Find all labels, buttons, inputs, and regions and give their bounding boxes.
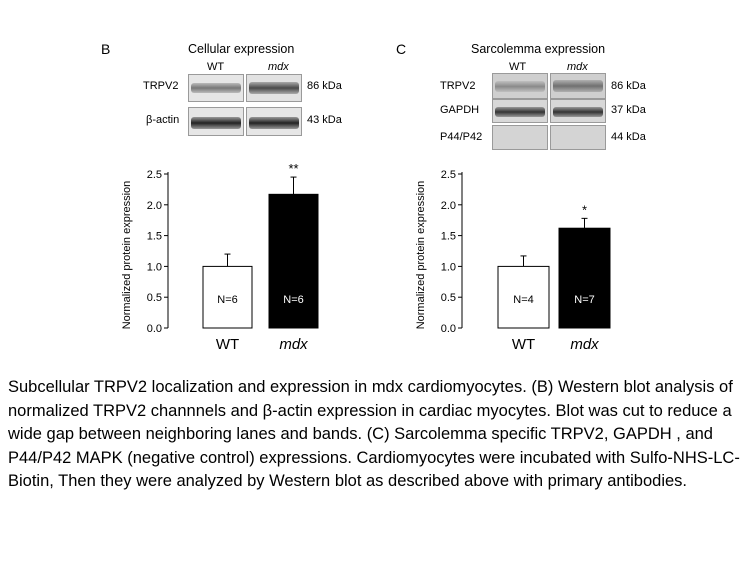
panel-c-category-label: WT bbox=[512, 336, 535, 353]
figure-caption: Subcellular TRPV2 localization and expre… bbox=[8, 378, 740, 490]
blot-kda-p44p42-c: 44 kDa bbox=[611, 131, 646, 143]
panel-c-category-label: mdx bbox=[570, 336, 599, 353]
blot-band bbox=[249, 82, 299, 94]
panel-b-bar-mdx bbox=[268, 193, 319, 329]
blot-lane-mdx bbox=[550, 125, 606, 150]
panel-b-bar-wt bbox=[202, 265, 253, 329]
panel-c-bar-mdx bbox=[558, 227, 611, 329]
blot-band bbox=[553, 80, 603, 92]
blot-lane-wt bbox=[188, 107, 244, 136]
panel-b-letter: B bbox=[101, 41, 111, 57]
panel-c-bar-n-label: N=4 bbox=[513, 294, 534, 306]
panel-b-significance-marker: ** bbox=[288, 161, 298, 176]
panel-b-y-tick-label: 2.5 bbox=[147, 169, 162, 181]
panel-c-title: Sarcolemma expression bbox=[471, 42, 606, 56]
panel-c-y-axis-label: Normalized protein expression bbox=[415, 181, 427, 330]
western-blot-gapdh-c bbox=[492, 99, 606, 123]
panel-b-bar-n-label: N=6 bbox=[283, 294, 304, 306]
western-blot-p44p42-c bbox=[492, 125, 606, 150]
panel-c-bar-wt bbox=[497, 265, 550, 329]
panel-c-y-tick-label: 2.5 bbox=[441, 169, 456, 181]
panel-c-y-tick-label: 2.0 bbox=[441, 200, 456, 212]
blot-kda-trpv2-c: 86 kDa bbox=[611, 80, 646, 92]
western-blot-trpv2-c bbox=[492, 73, 606, 99]
blot-kda-bactin-b: 43 kDa bbox=[307, 114, 342, 126]
blot-label-p44p42-c: P44/P42 bbox=[440, 131, 483, 143]
panel-b-y-tick-label: 2.0 bbox=[147, 200, 162, 212]
western-blot-trpv2-b bbox=[188, 74, 302, 102]
panel-b-title: Cellular expression bbox=[188, 42, 295, 56]
blot-lane-wt bbox=[188, 74, 244, 102]
blot-lane-mdx bbox=[246, 74, 302, 102]
blot-band bbox=[249, 117, 299, 129]
panel-c-bar-n-label: N=7 bbox=[574, 294, 595, 306]
blot-band bbox=[495, 81, 545, 92]
panel-b-y-tick-label: 0.5 bbox=[147, 292, 162, 304]
blot-lane-mdx bbox=[550, 99, 606, 123]
panel-c-letter: C bbox=[396, 41, 407, 57]
panel-c-y-tick-label: 1.5 bbox=[441, 231, 456, 243]
panel-c-y-tick-label: 0.5 bbox=[441, 292, 456, 304]
panel-b-y-tick-label: 0.0 bbox=[147, 323, 162, 335]
blot-lane-mdx bbox=[550, 73, 606, 99]
blot-kda-gapdh-c: 37 kDa bbox=[611, 104, 646, 116]
blot-label-trpv2-b: TRPV2 bbox=[143, 80, 179, 92]
panel-b-bar-n-label: N=6 bbox=[217, 294, 238, 306]
panel-b-lane-mdx: mdx bbox=[268, 61, 289, 73]
blot-label-bactin-b: β-actin bbox=[146, 114, 180, 126]
blot-band bbox=[553, 107, 603, 117]
blot-kda-trpv2-b: 86 kDa bbox=[307, 80, 342, 92]
panel-c-lane-mdx: mdx bbox=[567, 61, 588, 73]
blot-lane-wt bbox=[492, 73, 548, 99]
western-blot-bactin-b bbox=[188, 107, 302, 136]
panel-b-category-label: mdx bbox=[279, 336, 308, 353]
panel-b-category-label: WT bbox=[216, 336, 239, 353]
blot-band bbox=[191, 117, 241, 129]
blot-band bbox=[495, 107, 545, 117]
blot-band bbox=[191, 83, 241, 93]
panel-b-y-tick-label: 1.0 bbox=[147, 261, 162, 273]
panel-b-y-tick-label: 1.5 bbox=[147, 231, 162, 243]
blot-lane-wt bbox=[492, 125, 548, 150]
blot-label-gapdh-c: GAPDH bbox=[440, 104, 480, 116]
panel-c-significance-marker: * bbox=[582, 202, 587, 217]
panel-b-lane-wt: WT bbox=[207, 61, 225, 73]
panel-b-y-axis-label: Normalized protein expression bbox=[121, 181, 133, 330]
panel-c-y-tick-label: 0.0 bbox=[441, 323, 456, 335]
blot-label-trpv2-c: TRPV2 bbox=[440, 80, 476, 92]
blot-lane-wt bbox=[492, 99, 548, 123]
panel-c-lane-wt: WT bbox=[509, 61, 527, 73]
panel-c-y-tick-label: 1.0 bbox=[441, 261, 456, 273]
bar-charts: 0.0 0.5 1.0 1.5 2.0 2.5 Normalized protein exp… bbox=[121, 161, 611, 353]
blot-lane-mdx bbox=[246, 107, 302, 136]
